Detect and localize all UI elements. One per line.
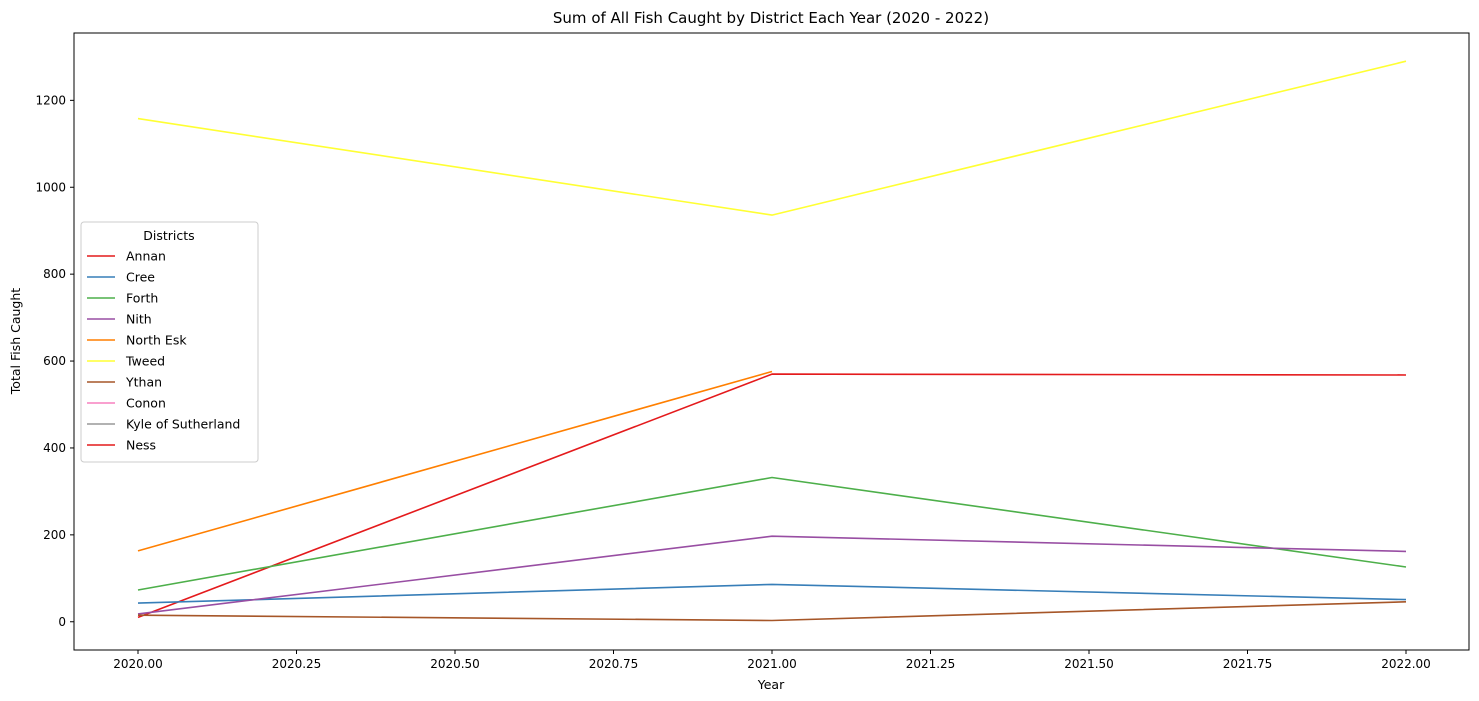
legend-box <box>80 221 259 463</box>
x-tick-label: 2021.25 <box>906 657 956 671</box>
y-tick-label: 1000 <box>35 180 66 194</box>
series-line-nith <box>137 535 1407 615</box>
legend: Districts Annan Cree Forth Nith North Esk Twee… <box>80 221 259 463</box>
y-tick-label: 200 <box>43 528 66 542</box>
x-tick-label: 2021.75 <box>1223 657 1273 671</box>
x-tick-label: 2020.00 <box>113 657 163 671</box>
legend-entry-label: Annan <box>126 249 166 264</box>
y-axis-label: Total Fish Caught <box>8 288 23 395</box>
legend-entry-label: Forth <box>126 291 158 306</box>
series-line-ythan <box>137 601 1407 622</box>
y-tick-label: 400 <box>43 441 66 455</box>
x-axis-label: Year <box>757 677 785 692</box>
x-tick-label: 2020.50 <box>430 657 480 671</box>
y-tick-label: 600 <box>43 354 66 368</box>
series-line-north-esk <box>137 370 773 552</box>
legend-entry-label: Cree <box>126 270 155 285</box>
legend-entry-label: North Esk <box>126 333 187 348</box>
legend-entry-label: Ythan <box>125 375 162 390</box>
series-line-annan <box>137 373 1407 619</box>
chart-title: Sum of All Fish Caught by District Each … <box>553 9 989 27</box>
series-line-tweed <box>137 60 1407 216</box>
x-tick-label: 2021.00 <box>747 657 797 671</box>
legend-title: Districts <box>143 228 194 243</box>
plot-frame <box>73 32 1470 651</box>
x-tick-label: 2022.00 <box>1381 657 1431 671</box>
series-layer <box>137 60 1407 622</box>
legend-entry-label: Ness <box>126 438 156 453</box>
series-line-forth <box>137 476 1407 591</box>
y-tick-label: 1200 <box>35 93 66 107</box>
x-tick-label: 2020.25 <box>272 657 322 671</box>
legend-entry-label: Tweed <box>125 354 165 369</box>
legend-entry-label: Conon <box>126 396 166 411</box>
x-axis: 2020.00 2020.25 2020.50 2020.75 2021.00 2021.… <box>113 650 1431 671</box>
series-line-cree <box>137 583 1407 604</box>
x-tick-label: 2021.50 <box>1064 657 1114 671</box>
y-axis: 0 200 400 600 800 1000 1200 <box>35 93 74 629</box>
legend-entry-label: Kyle of Sutherland <box>126 417 240 432</box>
y-tick-label: 800 <box>43 267 66 281</box>
plot-area <box>74 33 1469 650</box>
x-tick-label: 2020.75 <box>589 657 639 671</box>
y-tick-label: 0 <box>58 615 66 629</box>
legend-entry-label: Nith <box>126 312 152 327</box>
